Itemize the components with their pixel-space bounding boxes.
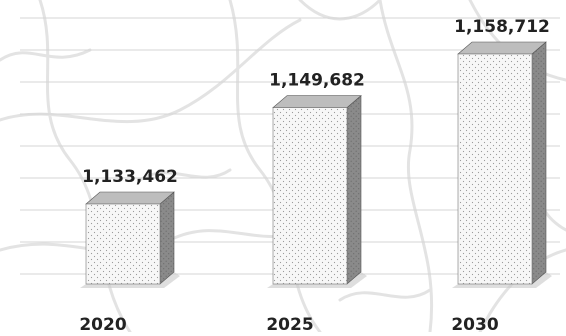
category-label-2025: 2025 [266, 315, 313, 332]
bar-2025 [267, 94, 367, 288]
category-label-2030: 2030 [451, 315, 498, 332]
data-label-2030: 1,158,712 [454, 17, 550, 37]
category-label-2020: 2020 [79, 315, 126, 332]
bars-group [80, 41, 552, 288]
labels-group: 1,133,462 2020 1,149,682 2025 1,158,712 2030 [79, 17, 550, 335]
bar-top-face [85, 191, 175, 205]
bar-top-face [272, 95, 362, 108]
bar-top-face [457, 41, 547, 55]
bar-side-face [159, 191, 175, 285]
data-label-2025: 1,149,682 [269, 71, 365, 91]
bar-side-face [531, 41, 547, 285]
bar-2030 [452, 41, 552, 288]
bar-2020 [80, 191, 180, 288]
bar-front-face [272, 107, 348, 285]
data-label-2020: 1,133,462 [82, 167, 178, 187]
bar-front-face [85, 203, 161, 285]
bar-side-face [346, 94, 362, 285]
bar-front-face [457, 53, 533, 285]
